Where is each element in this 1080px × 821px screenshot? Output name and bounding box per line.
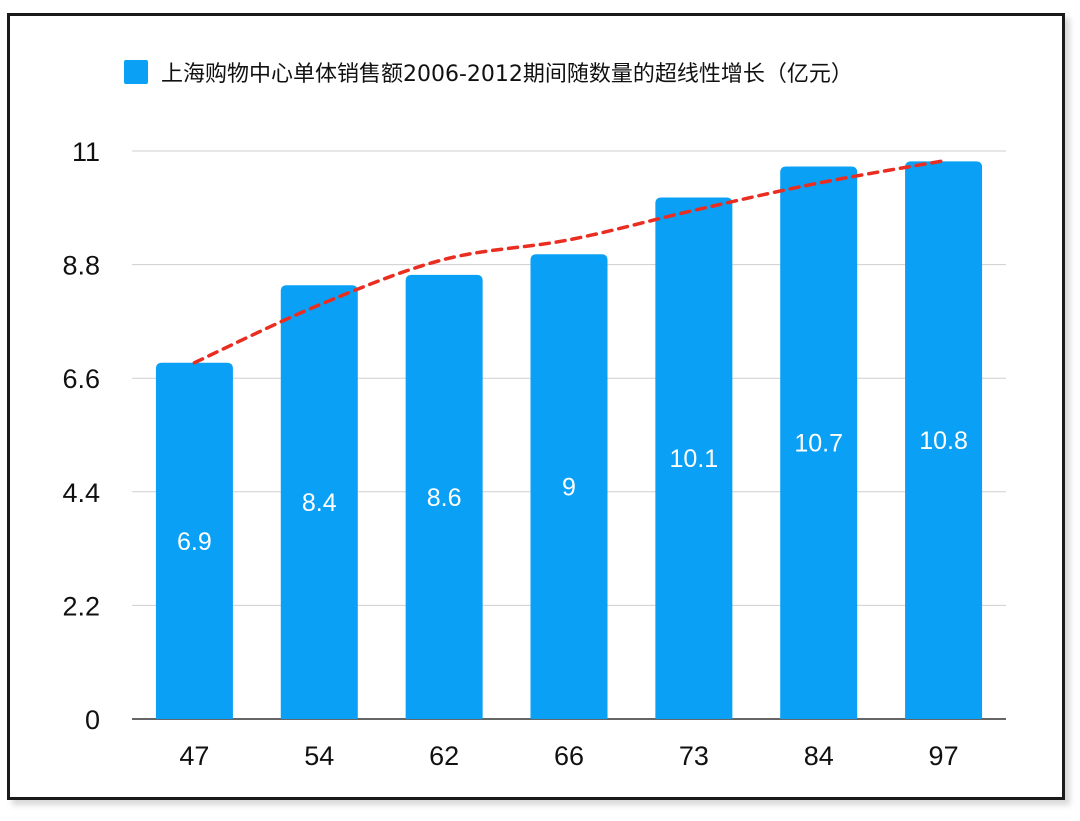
- legend-label: 上海购物中心单体销售额2006-2012期间随数量的超线性增长（亿元）: [161, 62, 853, 87]
- bar: [905, 161, 983, 719]
- y-tick-label: 0: [85, 705, 100, 735]
- y-tick-label: 4.4: [62, 478, 100, 508]
- y-tick-label: 2.2: [62, 591, 100, 621]
- x-tick-label: 62: [429, 741, 459, 771]
- bar: [155, 362, 233, 719]
- bar: [780, 166, 858, 719]
- data-label: 9: [562, 474, 576, 502]
- y-tick-label: 8.8: [62, 251, 100, 281]
- trendline-path: [192, 159, 946, 365]
- data-label: 10.7: [794, 430, 843, 458]
- bar: [655, 197, 733, 720]
- data-label: 10.8: [919, 427, 968, 455]
- bars: [155, 161, 983, 720]
- y-tick-label: 11: [72, 137, 100, 167]
- data-labels: 6.9 8.4 8.6 9 10.1 10.7 10.8: [177, 427, 968, 556]
- x-tick-label: 84: [804, 741, 834, 771]
- x-tick-label: 54: [304, 741, 334, 771]
- bar: [280, 285, 358, 719]
- legend: 上海购物中心单体销售额2006-2012期间随数量的超线性增长（亿元）: [124, 60, 853, 87]
- data-label: 8.6: [427, 484, 462, 512]
- x-tick-label: 66: [554, 741, 584, 771]
- x-tick-label: 47: [179, 741, 209, 771]
- y-axis-ticks: 0 2.2 4.4 6.6 8.8 11: [62, 137, 100, 735]
- legend-swatch: [124, 60, 148, 84]
- x-tick-label: 73: [679, 741, 709, 771]
- bar: [530, 254, 608, 720]
- data-label: 8.4: [302, 489, 337, 517]
- trendline: [192, 159, 946, 365]
- x-axis-ticks: 47 54 62 66 73 84 97: [179, 741, 958, 771]
- x-tick-label: 97: [929, 741, 959, 771]
- bar: [405, 274, 483, 719]
- data-label: 6.9: [177, 528, 212, 556]
- y-tick-label: 6.6: [62, 364, 100, 394]
- data-label: 10.1: [670, 445, 719, 473]
